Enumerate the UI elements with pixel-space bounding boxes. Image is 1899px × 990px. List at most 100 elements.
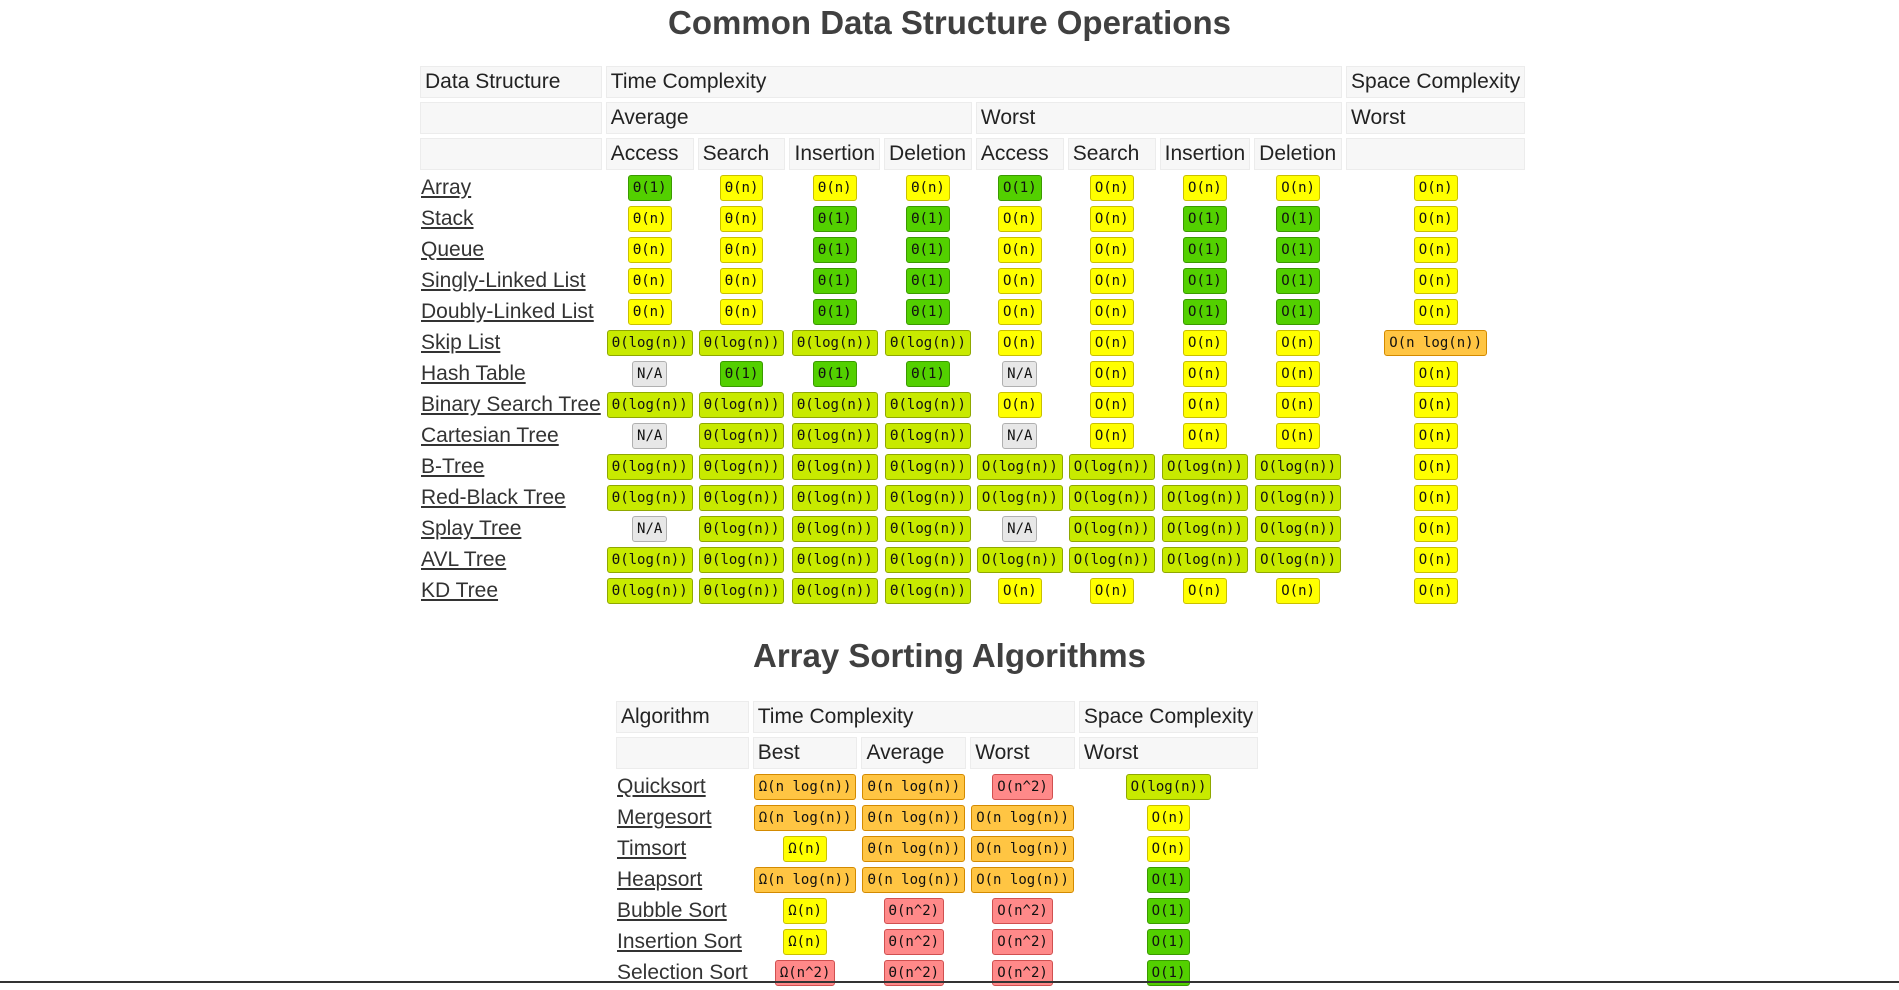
complexity-cell: Θ(n) — [606, 205, 694, 232]
table-row: Skip List Θ(log(n)) Θ(log(n)) Θ(log(n)) Θ(lo… — [420, 329, 1525, 356]
complexity-badge: N/A — [1002, 423, 1038, 449]
complexity-badge: O(n) — [1276, 175, 1320, 201]
data-structure-link[interactable]: AVL Tree — [421, 547, 507, 571]
header-col: Access — [975, 138, 1064, 170]
complexity-badge: Θ(n) — [627, 268, 672, 294]
complexity-cell: O(1) — [1254, 205, 1342, 232]
table-row: Bubble Sort Ω(n) Θ(n^2) O(n^2) O(1) — [616, 897, 1258, 924]
data-structure-link[interactable]: KD Tree — [421, 578, 499, 602]
data-structure-link[interactable]: Doubly-Linked List — [421, 299, 594, 323]
complexity-cell: Θ(log(n)) — [789, 391, 880, 418]
table-row: Doubly-Linked List Θ(n) Θ(n) Θ(1) Θ(1) O(n) O(… — [420, 298, 1525, 325]
data-structure-link[interactable]: Array — [421, 175, 472, 199]
data-structure-link[interactable]: Binary Search Tree — [421, 392, 601, 416]
complexity-badge: O(n) — [1413, 454, 1458, 480]
complexity-badge: O(n^2) — [992, 774, 1053, 800]
complexity-cell: Θ(log(n)) — [606, 577, 694, 604]
algorithm-link[interactable]: Quicksort — [617, 774, 706, 798]
complexity-badge: O(n) — [1413, 578, 1458, 604]
complexity-cell: O(n) — [1346, 453, 1525, 480]
complexity-badge: O(n) — [1183, 175, 1227, 201]
complexity-badge: O(n) — [1089, 268, 1134, 294]
data-structure-link[interactable]: Singly-Linked List — [421, 268, 586, 292]
algorithm-link[interactable]: Insertion Sort — [617, 929, 742, 953]
complexity-cell: Θ(n^2) — [861, 897, 966, 924]
algorithm-link[interactable]: Bubble Sort — [617, 898, 727, 922]
data-structure-link[interactable]: Splay Tree — [421, 516, 522, 540]
complexity-cell: O(n) — [1346, 515, 1525, 542]
complexity-cell: O(log(n)) — [976, 484, 1064, 511]
complexity-badge: Θ(1) — [906, 268, 950, 294]
complexity-cell: Ω(n) — [753, 928, 858, 955]
complexity-cell: O(1) — [1254, 298, 1342, 325]
algorithm-link[interactable]: Mergesort — [617, 805, 712, 829]
complexity-badge: Θ(1) — [812, 268, 857, 294]
row-name-cell: Stack — [420, 205, 602, 232]
data-structure-link[interactable]: Red-Black Tree — [421, 485, 566, 509]
complexity-badge: O(n) — [997, 237, 1042, 263]
data-structure-link[interactable]: B-Tree — [421, 454, 485, 478]
complexity-cell: O(log(n)) — [1068, 453, 1156, 480]
complexity-badge: Θ(n) — [906, 175, 950, 201]
algorithm-link[interactable]: Timsort — [617, 836, 687, 860]
complexity-badge: O(n) — [997, 268, 1042, 294]
complexity-cell: O(n) — [976, 205, 1064, 232]
complexity-cell: O(n) — [976, 298, 1064, 325]
algorithm-link[interactable]: Heapsort — [617, 867, 703, 891]
header-col: Insertion — [1159, 138, 1251, 170]
complexity-badge: O(1) — [1276, 268, 1320, 294]
row-name-cell: Hash Table — [420, 360, 602, 387]
complexity-cell: O(n) — [1346, 174, 1525, 201]
complexity-cell: Θ(n) — [698, 205, 786, 232]
complexity-cell: O(log(n)) — [1160, 484, 1251, 511]
complexity-badge: O(n) — [1089, 392, 1134, 418]
data-structure-link[interactable]: Queue — [421, 237, 485, 261]
complexity-cell: O(1) — [1160, 205, 1251, 232]
complexity-cell: Θ(log(n)) — [789, 329, 880, 356]
complexity-cell: O(log(n)) — [1160, 546, 1251, 573]
complexity-badge: O(1) — [1183, 206, 1227, 232]
row-name-cell: Skip List — [420, 329, 602, 356]
data-structure-operations-table: Data Structure Time Complexity Space Com… — [416, 62, 1529, 608]
complexity-badge: Θ(n log(n)) — [862, 805, 966, 831]
complexity-badge: Θ(n log(n)) — [862, 867, 966, 893]
complexity-badge: N/A — [1002, 516, 1038, 542]
complexity-cell: Θ(log(n)) — [698, 391, 786, 418]
complexity-cell: O(n) — [1068, 391, 1156, 418]
complexity-cell: Θ(1) — [789, 360, 880, 387]
complexity-cell: Θ(n) — [606, 298, 694, 325]
data-structure-link[interactable]: Hash Table — [421, 361, 526, 385]
data-structure-link[interactable]: Stack — [421, 206, 474, 230]
complexity-badge: Θ(log(n)) — [791, 423, 878, 449]
complexity-cell: O(n) — [1160, 360, 1251, 387]
complexity-cell: Θ(n^2) — [861, 928, 966, 955]
header-algorithm: Algorithm — [616, 701, 749, 733]
data-structure-link[interactable]: Skip List — [421, 330, 501, 354]
complexity-cell: Θ(log(n)) — [789, 546, 880, 573]
complexity-cell: Θ(log(n)) — [606, 484, 694, 511]
complexity-cell: O(n) — [1346, 298, 1525, 325]
complexity-badge: Θ(log(n)) — [606, 392, 693, 418]
complexity-cell: O(n) — [1346, 391, 1525, 418]
complexity-badge: O(log(n)) — [1068, 516, 1155, 542]
complexity-cell: O(n) — [1346, 205, 1525, 232]
table-row: AVL Tree Θ(log(n)) Θ(log(n)) Θ(log(n)) Θ(log… — [420, 546, 1525, 573]
complexity-cell: Θ(log(n)) — [884, 577, 972, 604]
complexity-badge: O(n) — [1089, 206, 1134, 232]
complexity-cell: O(n) — [1254, 174, 1342, 201]
complexity-badge: O(n^2) — [992, 898, 1053, 924]
header-time-complexity: Time Complexity — [605, 66, 1343, 98]
complexity-badge: Θ(log(n)) — [698, 578, 785, 604]
data-structure-link[interactable]: Cartesian Tree — [421, 423, 559, 447]
complexity-badge: O(n) — [1276, 330, 1320, 356]
complexity-cell: O(n) — [1068, 360, 1156, 387]
complexity-cell: O(log(n)) — [1068, 546, 1156, 573]
complexity-cell: O(n) — [1079, 804, 1258, 831]
header-col: Search — [697, 138, 786, 170]
row-name-cell: AVL Tree — [420, 546, 602, 573]
complexity-badge: Θ(log(n)) — [885, 485, 971, 511]
table-row: Singly-Linked List Θ(n) Θ(n) Θ(1) Θ(1) O(n) O(… — [420, 267, 1525, 294]
complexity-badge: Θ(log(n)) — [885, 547, 971, 573]
complexity-cell: O(n) — [1254, 422, 1342, 449]
algorithm-link[interactable]: Selection Sort — [617, 960, 748, 984]
